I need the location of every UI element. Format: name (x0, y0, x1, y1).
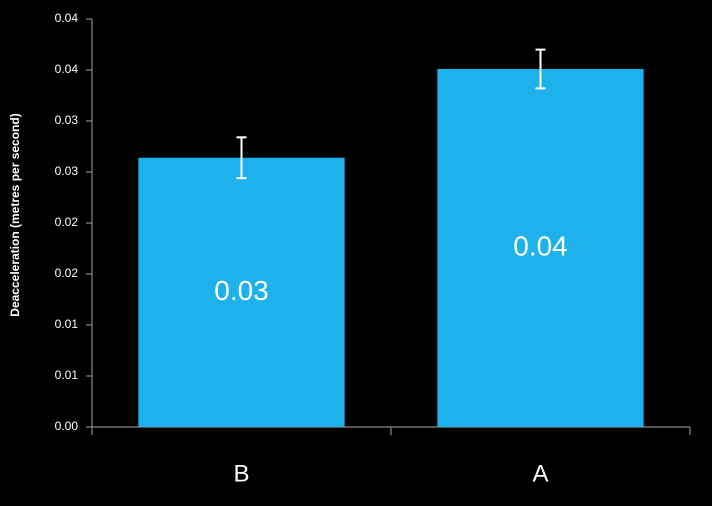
x-tick-label: B (233, 460, 249, 487)
y-axis-label: Deacceleration (metres per second) (8, 113, 22, 316)
y-tick-label: 0.04 (55, 62, 79, 76)
bar (138, 157, 345, 427)
data-label: 0.03 (214, 275, 269, 306)
y-tick-label: 0.02 (55, 266, 79, 280)
y-tick-label: 0.03 (55, 164, 79, 178)
bar (437, 68, 644, 427)
y-tick-label: 0.03 (55, 113, 79, 127)
data-label: 0.04 (513, 230, 568, 261)
y-tick-label: 0.01 (55, 368, 79, 382)
y-tick-label: 0.04 (55, 11, 79, 25)
x-tick-label: A (532, 460, 548, 487)
y-tick-label: 0.01 (55, 317, 79, 331)
y-tick-label: 0.00 (55, 419, 79, 433)
y-tick-label: 0.02 (55, 215, 79, 229)
